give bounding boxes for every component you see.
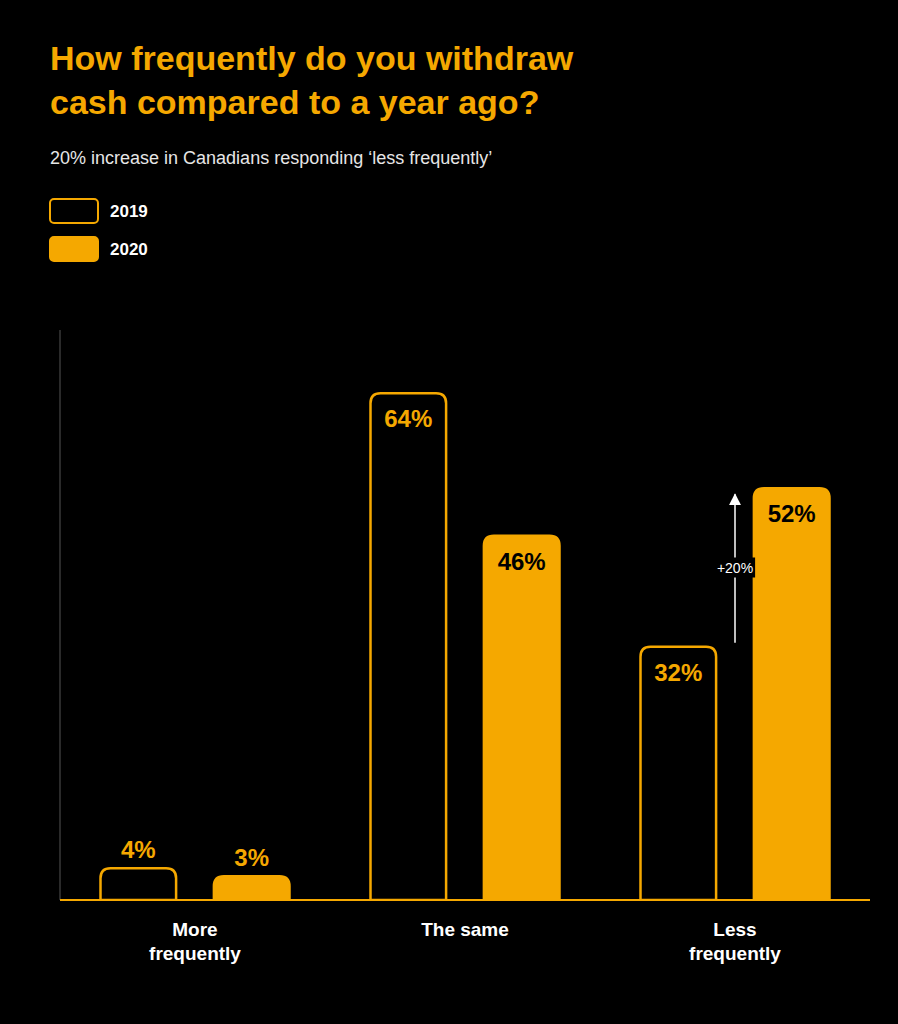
x-axis [60,899,870,901]
bar [371,393,447,900]
background [0,0,898,1024]
annotation: +20% [715,494,755,642]
legend-label: 2020 [110,240,148,259]
x-tick-label: Lessfrequently [689,919,781,964]
x-tick-label: Morefrequently [149,919,241,964]
data-labels: 4% 64% 32% 3% 46% 52% [121,405,816,871]
bar [754,488,830,900]
y-axis [60,330,61,900]
data-label: 46% [498,548,546,575]
bars [101,393,830,900]
legend-label: 2019 [110,202,148,221]
chart: How frequently do you withdrawcash compa… [0,0,898,1024]
annotation-text: +20% [717,560,753,576]
title: How frequently do you withdrawcash compa… [50,39,574,121]
subtitle: 20% increase in Canadians responding ‘le… [50,148,492,168]
bar [101,868,177,900]
bar [214,876,290,900]
data-label: 3% [234,844,269,871]
bar [484,536,560,900]
x-tick-label: The same [421,919,509,940]
bar [641,647,717,900]
data-label: 32% [654,659,702,686]
legend-swatch [50,199,98,223]
x-tick-labels: Morefrequently The same Lessfrequently [149,919,781,964]
legend: 2019 2020 [50,199,148,261]
data-label: 52% [768,500,816,527]
data-label: 64% [384,405,432,432]
legend-swatch [50,237,98,261]
data-label: 4% [121,836,156,863]
annotation-background [715,558,755,578]
